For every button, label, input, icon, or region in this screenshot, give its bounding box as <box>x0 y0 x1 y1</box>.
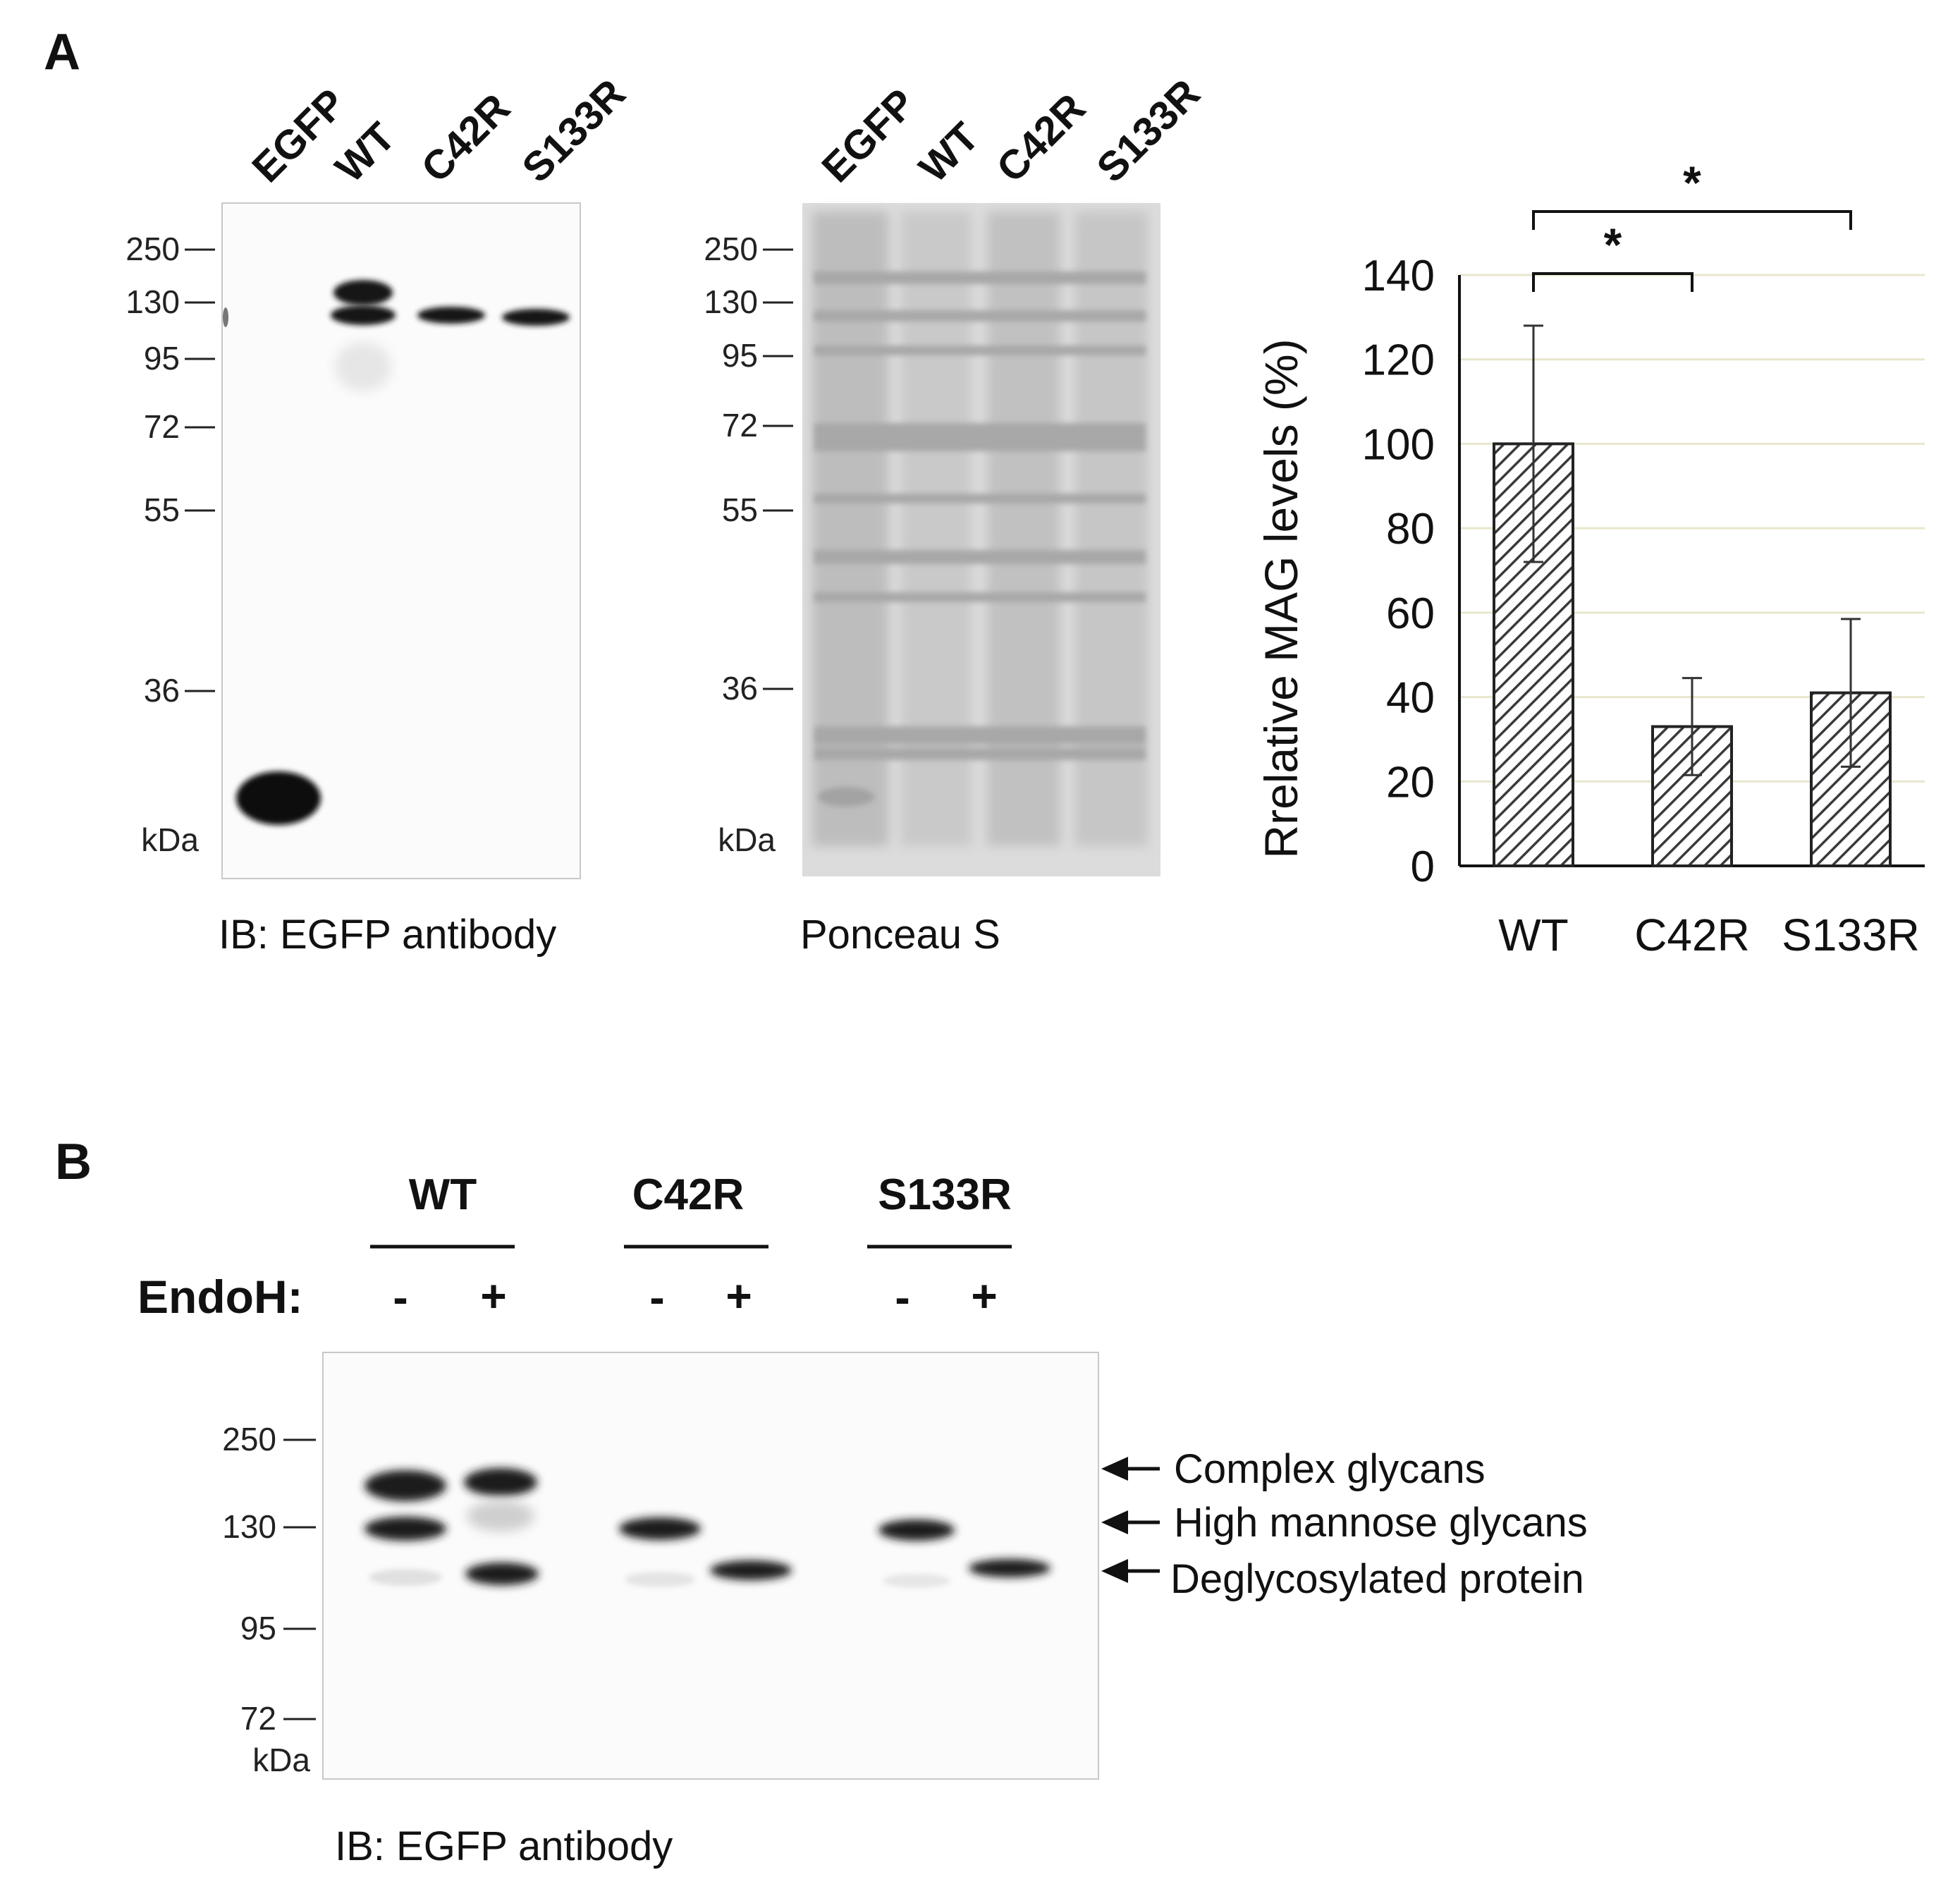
blot2-caption: Ponceau S <box>800 912 1000 958</box>
annotation-arrows <box>1101 1457 1160 1583</box>
blot2-lane-label: S133R <box>1088 71 1208 191</box>
significance-bracket <box>1532 272 1693 292</box>
blot1-lane-label: C42R <box>412 85 519 191</box>
y-tick-label: 100 <box>1362 420 1435 469</box>
band <box>502 309 570 326</box>
blot2-lanes <box>812 212 1148 846</box>
y-tick-label: 80 <box>1386 505 1435 554</box>
arrow-deglycosylated-icon <box>1101 1559 1160 1583</box>
blot2-lane-label: EGFP <box>813 80 924 192</box>
band <box>223 307 228 327</box>
blot2-lane-label: WT <box>910 114 988 191</box>
band <box>331 305 396 325</box>
marker-label: 72 <box>144 408 180 445</box>
treatment-sign: + <box>480 1271 506 1321</box>
marker-label: 72 <box>722 407 758 444</box>
significance-bracket <box>1532 210 1852 230</box>
marker-label: 250 <box>125 231 180 267</box>
y-tick-label: 40 <box>1386 674 1435 723</box>
band <box>710 1560 792 1580</box>
marker-label: 36 <box>144 672 180 709</box>
significance-star: * <box>1683 157 1701 209</box>
band <box>365 1517 446 1541</box>
ponceau-band <box>818 787 874 807</box>
band <box>365 1470 446 1501</box>
blot1-markers: 250 130 95 72 55 36 kDa <box>125 231 199 858</box>
marker-label: 130 <box>704 283 758 320</box>
band <box>883 1574 950 1588</box>
treatment-sign: - <box>895 1272 909 1323</box>
kda-label: kDa <box>718 821 776 858</box>
blot2-marker-ticks <box>763 248 793 690</box>
marker-label: 95 <box>144 340 180 377</box>
marker-label: 55 <box>144 491 180 528</box>
band <box>335 342 391 391</box>
treatment-sign: + <box>725 1271 752 1321</box>
y-tick-label: 140 <box>1362 252 1435 300</box>
blot-b-caption: IB: EGFP antibody <box>335 1823 673 1869</box>
bar-chart: 0 20 40 60 80 100 120 140 WT C42R S133R Rrelative M… <box>1255 157 1925 960</box>
marker-label: 250 <box>704 231 758 267</box>
kda-label: kDa <box>252 1742 310 1778</box>
marker-label: 36 <box>722 670 758 707</box>
x-tick-label: C42R <box>1634 910 1750 960</box>
group-label: WT <box>409 1170 477 1219</box>
treatment-sign: + <box>971 1271 997 1321</box>
y-tick-label: 120 <box>1362 336 1435 385</box>
annotation-high-mannose-glycans: High mannose glycans <box>1174 1500 1588 1546</box>
band <box>464 1468 537 1496</box>
y-tick-label: 20 <box>1386 758 1435 807</box>
panel-b-letter: B <box>55 1134 92 1190</box>
significance-star: * <box>1604 219 1622 271</box>
marker-label: 55 <box>722 491 758 528</box>
group-label: C42R <box>632 1170 745 1219</box>
annotation-deglycosylated-protein: Deglycosylated protein <box>1170 1556 1584 1602</box>
band <box>619 1517 701 1540</box>
y-tick-label: 0 <box>1411 843 1435 891</box>
panel-a-letter: A <box>44 24 80 80</box>
blot-b-bands <box>365 1468 1051 1588</box>
marker-label: 130 <box>125 283 180 320</box>
blot1-bands <box>223 280 570 825</box>
band <box>625 1572 695 1587</box>
x-tick-label: S133R <box>1782 910 1920 960</box>
blot1-lane-label: S133R <box>513 71 634 191</box>
arrow-complex-icon <box>1101 1457 1160 1481</box>
arrow-high-mannose-icon <box>1101 1510 1160 1534</box>
marker-label: 95 <box>240 1610 276 1646</box>
x-tick-label: WT <box>1498 910 1569 960</box>
marker-label: 95 <box>722 337 758 374</box>
endoh-label: EndoH: <box>137 1271 303 1323</box>
treatment-sign: - <box>649 1272 664 1323</box>
marker-label: 72 <box>240 1700 276 1737</box>
blot-b-markers: 250 130 95 72 kDa <box>222 1421 310 1778</box>
band <box>465 1563 539 1585</box>
band <box>333 280 393 305</box>
annotation-complex-glycans: Complex glycans <box>1174 1446 1486 1492</box>
band <box>467 1500 534 1532</box>
blot1-lane-label: EGFP <box>243 80 355 192</box>
blot2-lane-label: C42R <box>988 85 1094 191</box>
blot1-caption: IB: EGFP antibody <box>219 912 556 958</box>
blot1-marker-ticks <box>185 248 215 692</box>
marker-label: 130 <box>222 1508 276 1545</box>
band <box>417 307 485 324</box>
band <box>236 771 321 825</box>
band <box>969 1559 1051 1577</box>
y-axis-label: Rrelative MAG levels (%) <box>1255 338 1307 858</box>
treatment-sign: - <box>393 1272 408 1323</box>
y-tick-label: 60 <box>1386 589 1435 638</box>
group-label: S133R <box>878 1170 1012 1219</box>
band <box>369 1569 442 1586</box>
blot2-markers: 250 130 95 72 55 36 kDa <box>704 231 776 858</box>
marker-label: 250 <box>222 1421 276 1457</box>
band <box>878 1520 955 1541</box>
kda-label: kDa <box>141 821 199 858</box>
blot-b-gel <box>322 1352 1099 1780</box>
blot-b-marker-ticks <box>283 1438 316 1720</box>
